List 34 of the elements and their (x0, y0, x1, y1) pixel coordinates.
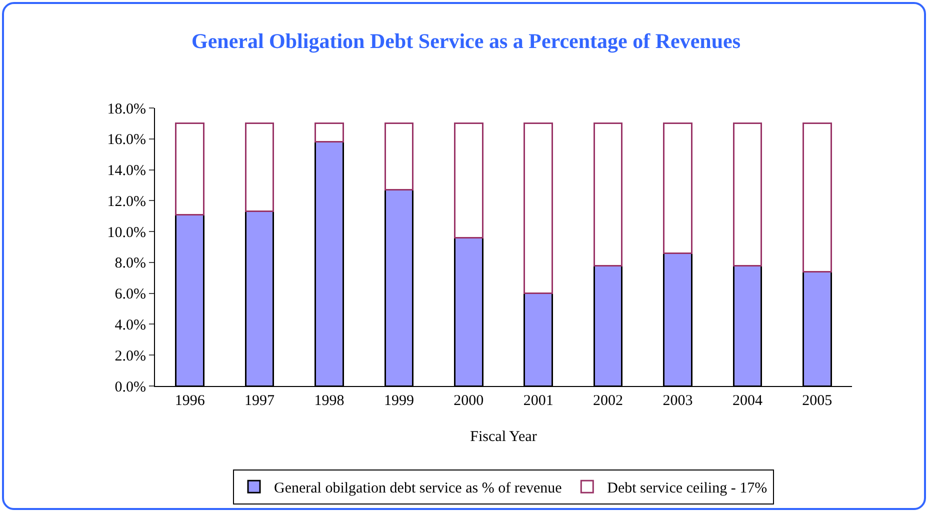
y-tick-label: 8.0% (114, 256, 146, 272)
x-tick-label: 2004 (732, 393, 763, 409)
y-tick-label: 12.0% (107, 194, 146, 210)
legend-label: Debt service ceiling - 17% (607, 480, 768, 496)
bar (384, 122, 414, 191)
bar (314, 122, 344, 143)
bar (663, 122, 692, 254)
x-tick-label: 2003 (662, 393, 693, 409)
y-tick-label: 14.0% (107, 163, 146, 180)
bar (175, 122, 205, 216)
y-tick-label: 0.0% (114, 379, 146, 396)
x-tick-label: 1999 (384, 393, 414, 409)
bar (244, 122, 274, 212)
bar (454, 122, 484, 238)
y-tick-label: 4.0% (114, 317, 146, 334)
y-tick-label: 10.0% (107, 224, 146, 241)
chart-title: General Obligation Debt Service as a Percentage of Revenues (191, 29, 741, 54)
y-tick-label: 16.0% (107, 132, 146, 148)
y-tick-label: 2.0% (114, 348, 146, 364)
x-tick-label: 2000 (454, 393, 484, 409)
x-tick-label: 2002 (593, 393, 624, 409)
x-axis-title: Fiscal Year (470, 429, 537, 445)
y-tick-label: 18.0% (107, 101, 146, 118)
x-tick-label: 2005 (802, 393, 832, 409)
y-tick-label: 6.0% (114, 286, 146, 303)
legend-label: General obilgation debt service as % of revenue (274, 480, 562, 496)
bar (802, 122, 832, 272)
x-tick-label: 1996 (174, 393, 206, 409)
bar (593, 122, 623, 266)
bar (524, 122, 554, 294)
bar (732, 122, 762, 266)
x-tick-label: 2001 (523, 393, 554, 409)
x-tick-label: 1998 (314, 393, 344, 409)
x-tick-label: 1997 (244, 393, 276, 409)
